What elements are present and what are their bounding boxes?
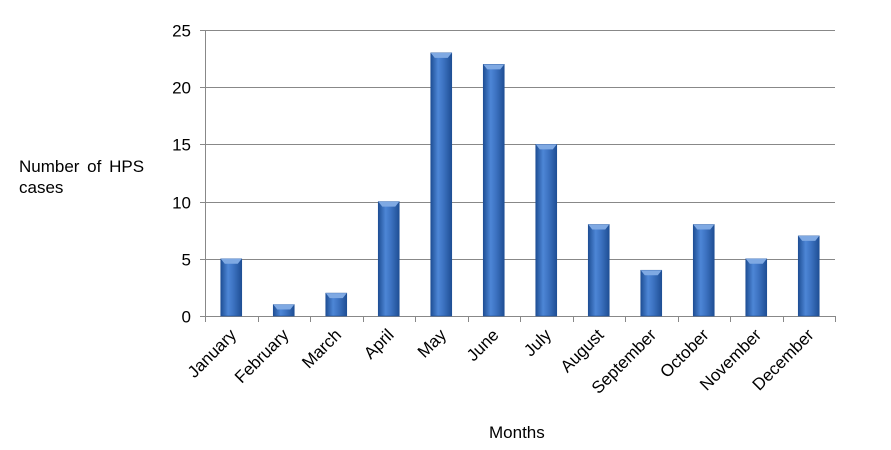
bar-cap bbox=[535, 144, 557, 150]
bar-cap bbox=[483, 64, 505, 70]
bar-body bbox=[745, 258, 768, 317]
x-tick-label: August bbox=[557, 325, 608, 376]
bar-body bbox=[377, 201, 400, 317]
x-tick-label: March bbox=[298, 325, 345, 372]
y-tick-labels: 0 5 10 15 20 25 bbox=[172, 22, 191, 327]
bar-august bbox=[587, 224, 610, 317]
gridlines bbox=[205, 30, 835, 260]
bar-october bbox=[692, 224, 715, 317]
bar-september bbox=[640, 269, 663, 317]
bar-february bbox=[272, 304, 295, 317]
bar-july bbox=[535, 144, 558, 317]
bar-cap bbox=[273, 304, 295, 310]
bar-june bbox=[482, 64, 505, 317]
bar-body bbox=[482, 64, 505, 317]
y-tick-label: 10 bbox=[172, 194, 191, 213]
x-tick-label: February bbox=[231, 325, 293, 387]
bar-cap bbox=[378, 201, 400, 207]
x-tick-label: April bbox=[360, 325, 397, 362]
y-tick-label: 5 bbox=[182, 251, 191, 270]
bar-cap bbox=[325, 293, 347, 299]
bar-january bbox=[220, 258, 243, 317]
x-tick-label: June bbox=[463, 325, 503, 365]
bars bbox=[220, 52, 820, 317]
bar-body bbox=[587, 224, 610, 317]
bar-may bbox=[430, 52, 453, 317]
bar-body bbox=[797, 235, 820, 317]
bar-body bbox=[640, 269, 663, 317]
bar-cap bbox=[745, 258, 767, 264]
y-axis-label: Number of HPS cases bbox=[19, 157, 145, 197]
bar-cap bbox=[588, 224, 610, 230]
bar-april bbox=[377, 201, 400, 317]
bar-march bbox=[325, 292, 348, 317]
bar-cap bbox=[430, 52, 452, 58]
y-tick-label: 20 bbox=[172, 79, 191, 98]
x-axis-label: Months bbox=[489, 423, 545, 442]
x-tick-label: May bbox=[414, 325, 450, 361]
y-tick-label: 0 bbox=[182, 308, 191, 327]
bar-body bbox=[535, 144, 558, 317]
bar-cap bbox=[220, 258, 242, 264]
axes bbox=[200, 30, 836, 322]
bar-cap bbox=[640, 270, 662, 276]
bar-cap bbox=[798, 235, 820, 241]
y-tick-label: 15 bbox=[172, 136, 191, 155]
bar-body bbox=[692, 224, 715, 317]
bar-december bbox=[797, 235, 820, 317]
bar-november bbox=[745, 258, 768, 317]
bar-cap bbox=[693, 224, 715, 230]
x-tick-label: July bbox=[520, 325, 555, 360]
bar-body bbox=[430, 52, 453, 317]
y-tick-label: 25 bbox=[172, 22, 191, 41]
bar-body bbox=[220, 258, 243, 317]
